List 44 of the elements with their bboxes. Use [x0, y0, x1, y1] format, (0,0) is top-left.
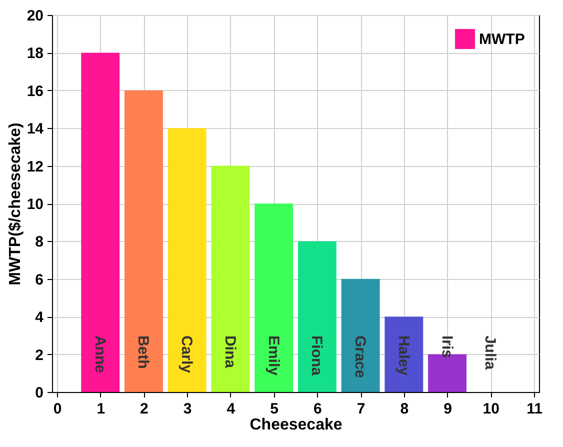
- x-tick-label: 10: [482, 400, 500, 418]
- bar: [384, 316, 424, 392]
- x-tick-label: 3: [183, 400, 192, 418]
- bar: [211, 166, 250, 392]
- y-tick-label: 0: [35, 384, 44, 402]
- x-tick-label: 8: [400, 400, 409, 418]
- x-tick-label: 6: [314, 400, 322, 418]
- annotation: Iris: [438, 335, 456, 358]
- y-tick-label: 12: [26, 158, 44, 176]
- y-tick-label: 16: [26, 82, 44, 100]
- legend-label: MWTP: [479, 31, 525, 48]
- bar: [81, 52, 120, 392]
- annotation: Dina: [221, 335, 238, 369]
- x-axis-title: Cheesecake: [250, 416, 342, 434]
- bar: [298, 241, 336, 392]
- x-tick-label: 1: [96, 400, 106, 418]
- y-tick-label: 2: [35, 346, 44, 364]
- annotation: Anne: [91, 335, 108, 373]
- y-tick-label: 8: [35, 234, 44, 251]
- annotation: Julia: [482, 335, 499, 370]
- x-tick-label: 5: [270, 400, 278, 418]
- y-tick-label: 14: [26, 120, 44, 138]
- annotation: Fiona: [308, 335, 326, 376]
- y-tick-label: 20: [26, 8, 44, 24]
- annotation: Carly: [178, 335, 196, 374]
- x-tick-label: 2: [140, 400, 148, 418]
- annotation: Beth: [134, 335, 152, 369]
- x-tick-label: 9: [444, 400, 452, 418]
- annotation: Haley: [394, 335, 412, 376]
- bar: [124, 90, 163, 392]
- bar: [341, 278, 380, 392]
- annotation: Grace: [352, 335, 369, 378]
- x-tick-label: 11: [526, 400, 542, 418]
- y-tick-label: 4: [35, 309, 44, 326]
- annotation: Emily: [264, 335, 282, 376]
- x-tick-label: 4: [226, 400, 236, 418]
- y-tick-label: 18: [26, 45, 44, 62]
- bar: [168, 128, 206, 392]
- y-axis-title: MWTP($/cheesecake): [6, 122, 24, 286]
- bar: [254, 204, 294, 392]
- y-tick-label: 6: [35, 271, 44, 288]
- x-tick-label: 7: [356, 400, 366, 418]
- x-tick-label: 0: [53, 400, 62, 418]
- y-tick-label: 10: [26, 196, 44, 213]
